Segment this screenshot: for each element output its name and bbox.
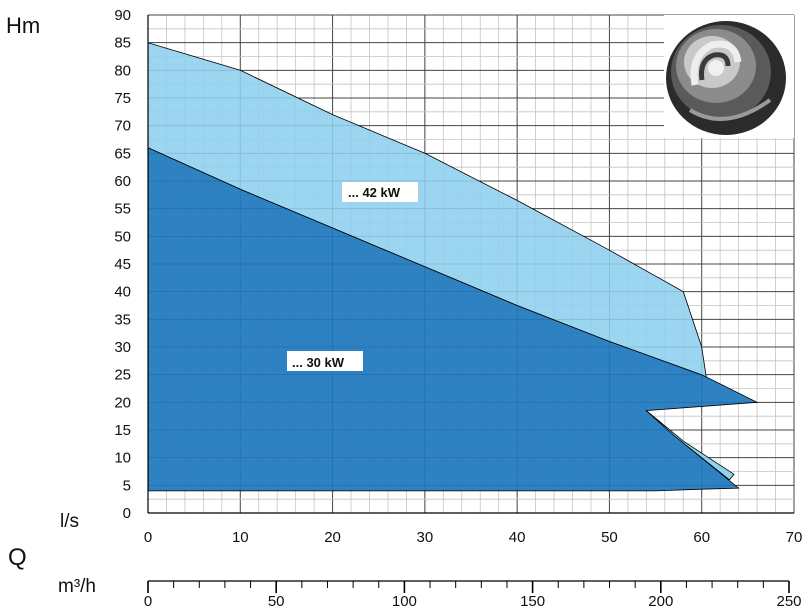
y-tick-label: 25 <box>114 367 131 384</box>
x-tick-label: 10 <box>232 529 249 546</box>
x-tick-label: 0 <box>144 529 152 546</box>
quantity-label: Q <box>8 544 27 571</box>
x2-axis-label: m³/h <box>58 576 96 597</box>
label-30kw: ... 30 kW <box>287 351 363 371</box>
x2-tick-label: 150 <box>520 593 545 609</box>
x-tick-labels: 0 10 20 30 40 50 60 70 <box>144 529 803 546</box>
y-axis-label: Hm <box>6 13 40 38</box>
y-tick-label: 75 <box>114 90 131 107</box>
y-tick-label: 65 <box>114 145 131 162</box>
x-tick-label: 70 <box>786 529 803 546</box>
label-30kw-text: ... 30 kW <box>292 355 345 370</box>
x-tick-label: 30 <box>417 529 434 546</box>
y-tick-label: 10 <box>114 450 131 467</box>
x2-tick-label: 100 <box>392 593 417 609</box>
y-tick-label: 80 <box>114 62 131 79</box>
plot-frame <box>147 15 794 514</box>
x2-tick-label: 50 <box>268 593 285 609</box>
secondary-x-axis: 0 50 100 150 200 250 <box>144 580 802 609</box>
y-tick-labels: 0 5 10 15 20 25 30 35 40 45 50 55 60 65 70 75 80 85 90 <box>114 7 131 522</box>
y-tick-label: 90 <box>114 7 131 24</box>
y-tick-label: 45 <box>114 256 131 273</box>
x-tick-label: 50 <box>601 529 618 546</box>
y-tick-label: 15 <box>114 422 131 439</box>
y-tick-label: 85 <box>114 35 131 52</box>
x-tick-label: 40 <box>509 529 526 546</box>
x-tick-label: 60 <box>693 529 710 546</box>
x2-tick-label: 250 <box>776 593 801 609</box>
x-axis-label: l/s <box>60 511 79 532</box>
label-42kw-text: ... 42 kW <box>348 185 401 200</box>
series-areas <box>147 42 759 492</box>
y-tick-label: 60 <box>114 173 131 190</box>
label-42kw: ... 42 kW <box>342 182 418 202</box>
area-42kw-lower-sliver <box>646 410 735 481</box>
y-tick-label: 55 <box>114 201 131 218</box>
y-tick-label: 20 <box>114 394 131 411</box>
y-tick-label: 40 <box>114 284 131 301</box>
y-tick-label: 50 <box>114 228 131 245</box>
y-tick-label: 30 <box>114 339 131 356</box>
y-tick-label: 35 <box>114 311 131 328</box>
y-tick-label: 5 <box>123 477 131 494</box>
x2-tick-label: 200 <box>648 593 673 609</box>
x2-tick-label: 0 <box>144 593 152 609</box>
y-tick-label: 70 <box>114 118 131 135</box>
impeller-image <box>664 15 794 138</box>
y-tick-label: 0 <box>123 505 131 522</box>
x-tick-label: 20 <box>324 529 341 546</box>
